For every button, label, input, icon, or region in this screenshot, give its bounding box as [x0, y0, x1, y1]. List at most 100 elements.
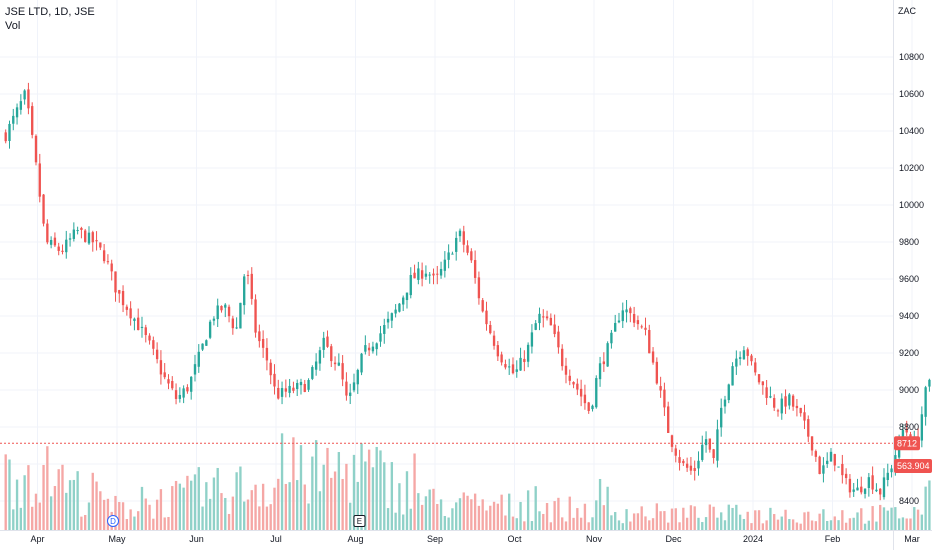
- candle-152: [579, 379, 583, 407]
- volume-bar-41: [159, 489, 163, 530]
- volume-bar-207: [788, 519, 791, 530]
- candle-21: [84, 228, 87, 243]
- volume-bar-118: [451, 508, 454, 530]
- candle-41: [159, 350, 163, 385]
- volume-bar-1: [8, 459, 11, 530]
- volume-bar-123: [470, 499, 473, 530]
- volume-bar-237: [901, 517, 905, 530]
- candle-27: [106, 254, 110, 265]
- volume-bar-159: [606, 486, 609, 530]
- candle-65: [250, 267, 253, 305]
- volume-bar-88: [337, 452, 341, 530]
- candle-155: [591, 404, 594, 412]
- volume-bar-78: [299, 445, 303, 530]
- volume-label[interactable]: Vol: [5, 20, 21, 32]
- volume-bar-137: [523, 521, 526, 530]
- candle-192: [731, 362, 734, 386]
- volume-bar-29: [114, 495, 117, 530]
- volume-bar-56: [216, 467, 219, 530]
- event-marker-1[interactable]: E: [353, 515, 366, 527]
- candle-73: [280, 381, 284, 405]
- volume-bar-193: [735, 504, 738, 530]
- volume-bar-37: [144, 498, 147, 530]
- volume-bar-240: [913, 507, 916, 530]
- candle-4: [19, 94, 23, 115]
- volume-bar-72: [277, 478, 280, 530]
- candle-64: [246, 270, 250, 285]
- candle-115: [439, 261, 443, 279]
- candle-95: [364, 335, 367, 355]
- volume-bar-7: [31, 506, 34, 530]
- candle-209: [795, 399, 799, 417]
- candle-231: [879, 487, 882, 501]
- volume-bar-130: [496, 503, 500, 530]
- event-marker-0[interactable]: D: [107, 515, 120, 527]
- time-axis[interactable]: Apr May Jun Jul Aug Sep Oct Nov Dec 2024 Feb Mar: [30, 534, 919, 544]
- candle-215: [818, 455, 821, 475]
- candle-31: [121, 285, 125, 313]
- volume-bar-152: [579, 517, 583, 530]
- y-tick-label-5: 9400: [899, 311, 919, 321]
- volume-bar-135: [515, 518, 518, 530]
- candle-81: [311, 365, 314, 381]
- volume-bar-153: [583, 503, 587, 530]
- x-tick-label-1: May: [108, 534, 126, 544]
- volume-bar-220: [837, 520, 840, 530]
- volume-bar-6: [27, 465, 30, 530]
- candle-190: [723, 395, 727, 414]
- candle-88: [337, 353, 341, 367]
- candle-24: [95, 231, 98, 251]
- candle-76: [292, 381, 295, 394]
- symbol-title[interactable]: JSE LTD, 1D, JSE: [5, 6, 95, 18]
- volume-bar-229: [871, 506, 874, 530]
- svg-text:E: E: [357, 517, 362, 526]
- event-markers[interactable]: DEE2: [107, 515, 932, 527]
- candle-105: [402, 295, 405, 312]
- candle-78: [299, 378, 303, 395]
- volume-bar-147: [561, 517, 564, 530]
- volume-bar-199: [757, 510, 761, 530]
- volume-bar-171: [651, 518, 655, 530]
- candle-114: [436, 265, 439, 285]
- volume-bar-60: [231, 496, 235, 530]
- volume-bar-44: [171, 486, 174, 530]
- candle-87: [333, 356, 337, 371]
- candle-77: [296, 379, 299, 396]
- volume-bar-85: [326, 447, 329, 530]
- candle-55: [212, 316, 216, 326]
- candle-83: [318, 346, 322, 371]
- volume-bar-35: [137, 511, 140, 530]
- candle-183: [697, 451, 700, 476]
- candle-189: [720, 398, 723, 437]
- x-tick-label-8: Dec: [665, 534, 682, 544]
- candle-184: [701, 435, 704, 462]
- volume-bar-146: [557, 497, 560, 530]
- volume-bar-96: [367, 449, 371, 530]
- candle-191: [727, 383, 730, 404]
- candle-150: [572, 381, 575, 389]
- volume-bar-10: [42, 464, 45, 530]
- candle-15: [61, 244, 64, 255]
- chart-legend[interactable]: JSE LTD, 1D, JSE Vol: [5, 5, 95, 33]
- volume-bar-63: [243, 501, 246, 530]
- volume-bar-68: [261, 483, 265, 530]
- volume-bar-105: [402, 514, 405, 530]
- candle-217: [826, 452, 829, 468]
- candle-5: [23, 89, 26, 105]
- volume-bar-26: [102, 499, 106, 530]
- candle-129: [492, 330, 496, 350]
- candle-127: [485, 301, 488, 331]
- candle-147: [561, 344, 564, 371]
- x-tick-label-6: Oct: [507, 534, 522, 544]
- candle-161: [614, 314, 617, 332]
- volume-bar-124: [473, 493, 477, 530]
- candle-162: [617, 312, 621, 324]
- candle-86: [330, 343, 333, 368]
- volume-bar-158: [602, 505, 606, 530]
- volume-bar-43: [167, 516, 170, 530]
- volume-bar-138: [526, 490, 530, 530]
- candle-143: [545, 310, 549, 321]
- candle-238: [905, 420, 908, 437]
- candle-89: [341, 355, 344, 387]
